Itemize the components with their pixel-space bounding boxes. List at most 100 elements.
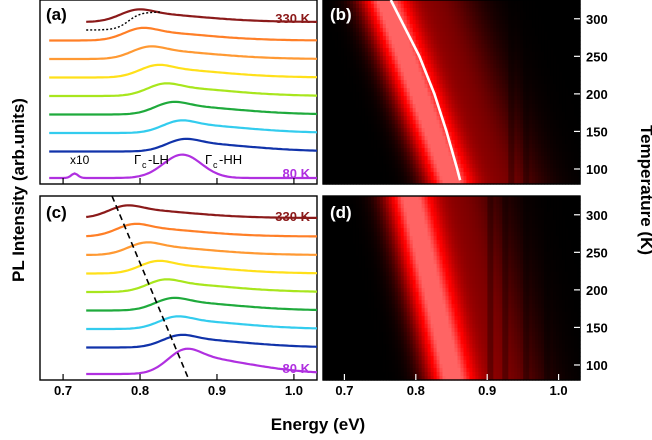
heatmap-cell (385, 176, 390, 181)
heatmap-cell (433, 4, 438, 9)
heatmap-cell (358, 44, 363, 49)
heatmap-cell (349, 0, 354, 5)
heatmap-cell (361, 224, 366, 229)
heatmap-cell (571, 176, 575, 181)
heatmap-cell (346, 152, 351, 157)
heatmap-cell (346, 200, 351, 205)
heatmap-cell (343, 28, 348, 33)
heatmap-cell (436, 76, 441, 81)
heatmap-cell (577, 20, 581, 25)
heatmap-cell (568, 196, 572, 201)
heatmap-cell (415, 40, 420, 45)
heatmap-cell (517, 128, 521, 133)
heatmap-cell (343, 232, 348, 237)
heatmap-cell (323, 220, 327, 225)
heatmap-cell (364, 208, 369, 213)
heatmap-cell (379, 84, 384, 89)
heatmap-cell (323, 64, 327, 69)
heatmap-cell (553, 124, 557, 129)
heatmap-cell (490, 44, 494, 49)
heatmap-cell (556, 112, 560, 117)
heatmap-cell (335, 52, 339, 57)
heatmap-cell (493, 8, 497, 13)
heatmap-cell (481, 16, 485, 21)
heatmap-cell (409, 56, 414, 61)
heatmap-cell (562, 140, 566, 145)
heatmap-cell (511, 64, 515, 69)
heatmap-cell (376, 216, 381, 221)
heatmap-cell (511, 220, 515, 225)
heatmap-cell (406, 132, 411, 137)
heatmap-cell (409, 96, 414, 101)
heatmap-cell (481, 108, 485, 113)
heatmap-cell (574, 164, 578, 169)
heatmap-cell (544, 168, 548, 173)
heatmap-cell (571, 224, 575, 229)
heatmap-cell (538, 96, 542, 101)
heatmap-cell (574, 236, 578, 241)
heatmap-cell (541, 104, 545, 109)
heatmap-cell (394, 212, 399, 217)
heatmap-cell (439, 44, 444, 49)
heatmap-cell (421, 28, 426, 33)
heatmap-cell (493, 232, 497, 237)
pl-series-210k (49, 82, 317, 98)
heatmap-cell (484, 60, 488, 65)
heatmap-cell (382, 108, 387, 113)
heatmap-cell (490, 76, 494, 81)
heatmap-cell (493, 20, 497, 25)
heatmap-cell (571, 168, 575, 173)
heatmap-cell (520, 64, 524, 69)
heatmap-cell (355, 168, 360, 173)
heatmap-cell (505, 92, 509, 97)
heatmap-cell (385, 112, 390, 117)
heatmap-cell (529, 96, 533, 101)
heatmap-cell (466, 96, 470, 101)
heatmap-cell (574, 84, 578, 89)
heatmap-cell (436, 112, 441, 117)
heatmap-cell (508, 236, 512, 241)
heatmap-cell (385, 144, 390, 149)
heatmap-cell (442, 40, 447, 45)
heatmap-cell (433, 220, 438, 225)
heatmap-cell (535, 44, 539, 49)
heatmap-cell (367, 48, 372, 53)
heatmap-cell (571, 136, 575, 141)
heatmap-cell (520, 176, 524, 181)
heatmap-cell (451, 104, 456, 109)
heatmap-cell (346, 240, 351, 245)
heatmap-cell (460, 148, 465, 153)
heatmap-cell (433, 104, 438, 109)
heatmap-cell (329, 32, 333, 37)
heatmap-cell (326, 48, 330, 53)
heatmap-cell (421, 232, 426, 237)
heatmap-cell (388, 152, 393, 157)
heatmap-cell (346, 156, 351, 161)
heatmap-cell (430, 28, 435, 33)
heatmap-cell (421, 56, 426, 61)
heatmap-cell (442, 232, 447, 237)
heatmap-cell (460, 28, 465, 33)
heatmap-cell (376, 220, 381, 225)
heatmap-cell (574, 148, 578, 153)
heatmap-cell (391, 216, 396, 221)
heatmap-cell (418, 132, 423, 137)
heatmap-cell (547, 64, 551, 69)
heatmap-cell (424, 24, 429, 29)
heatmap-cell (424, 76, 429, 81)
heatmap-cell (472, 44, 476, 49)
heatmap-cell (529, 200, 533, 205)
heatmap-cell (445, 176, 450, 181)
heatmap-cell (412, 112, 417, 117)
heatmap-cell (568, 72, 572, 77)
heatmap-cell (550, 24, 554, 29)
heatmap-cell (475, 36, 479, 41)
heatmap-cell (323, 36, 327, 41)
heatmap-cell (508, 180, 512, 185)
heatmap-cell (409, 208, 414, 213)
heatmap-cell (427, 108, 432, 113)
heatmap-cell (574, 0, 578, 5)
heatmap-cell (352, 12, 357, 17)
heatmap-cell (329, 48, 333, 53)
heatmap-cell (329, 232, 333, 237)
